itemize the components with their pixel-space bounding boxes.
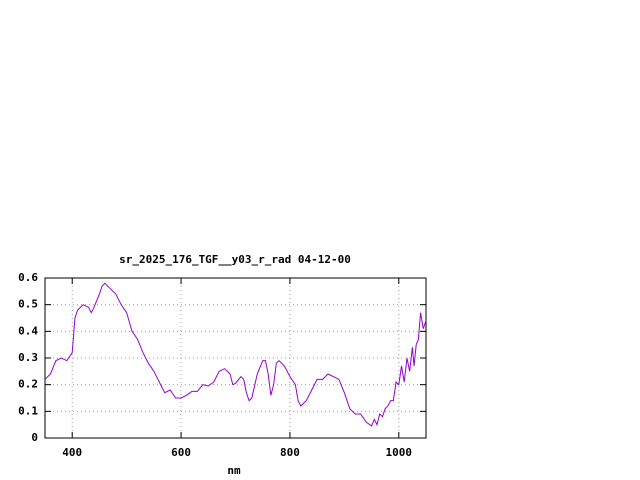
x-tick-label: 800 (280, 446, 300, 459)
y-tick-label: 0.3 (18, 351, 38, 364)
y-tick-label: 0.2 (18, 378, 38, 391)
data-line (44, 282, 427, 427)
chart-title: sr_2025_176_TGF__y03_r_rad 04-12-00 (119, 253, 351, 266)
y-tick-label: 0.5 (18, 298, 38, 311)
y-tick-label: 0.1 (18, 404, 38, 417)
x-tick-label: 400 (62, 446, 82, 459)
y-tick-label: 0.6 (18, 271, 38, 284)
x-tick-label: 600 (171, 446, 191, 459)
x-axis-label: nm (227, 464, 241, 477)
x-tick-label: 1000 (386, 446, 413, 459)
y-tick-label: 0.4 (18, 324, 38, 337)
y-tick-label: 0 (31, 431, 38, 444)
plot-frame (44, 277, 427, 439)
